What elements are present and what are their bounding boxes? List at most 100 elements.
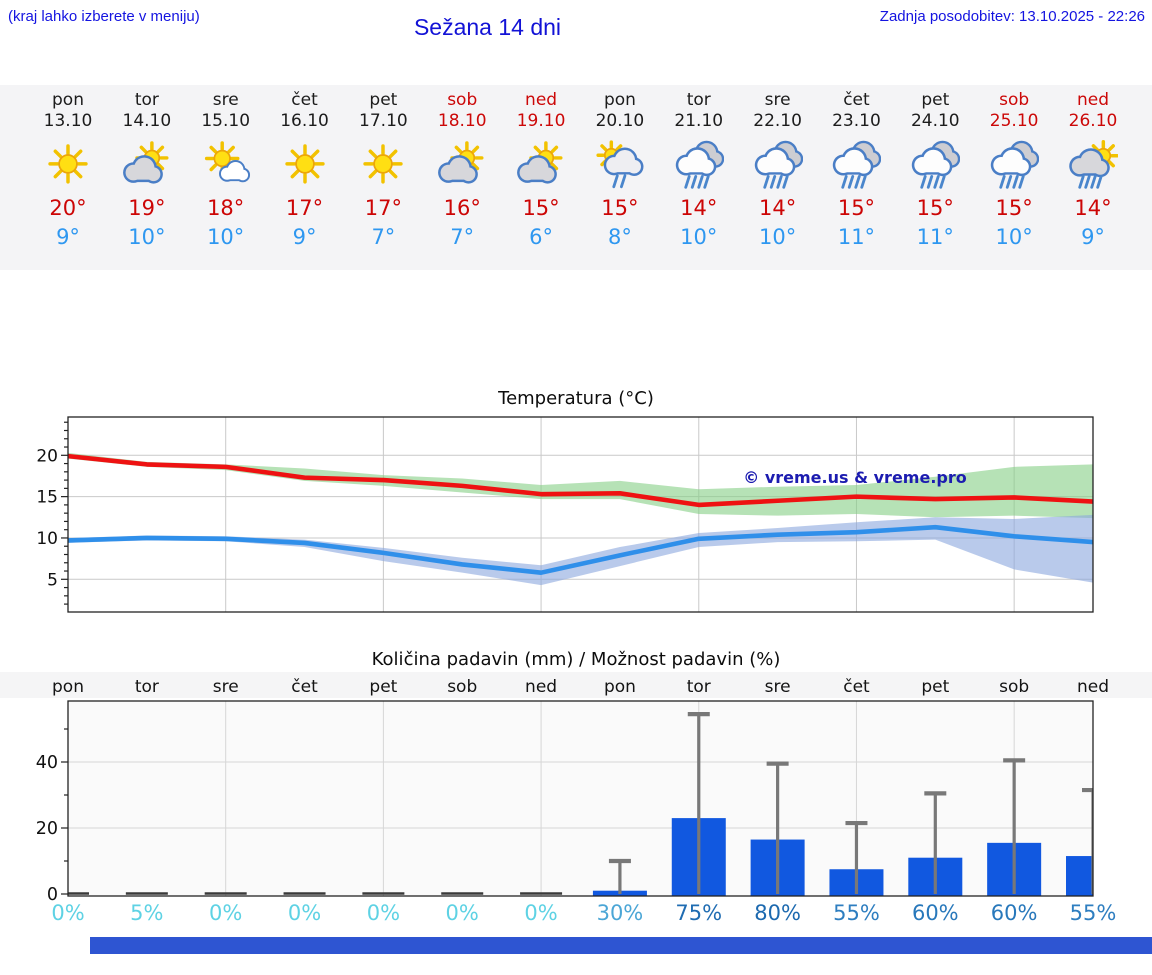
precipitation-chart: pon tor sre čet pet sob ned pon tor sre čet pet sob n… bbox=[0, 672, 1152, 901]
weather-icon-rain bbox=[990, 140, 1040, 189]
high-temp: 16° bbox=[443, 196, 481, 220]
watermark: © vreme.us & vreme.pro bbox=[743, 468, 967, 487]
high-temp: 17° bbox=[285, 196, 324, 220]
weather-icon-sun-cloud bbox=[438, 141, 484, 184]
day-icon-wrap bbox=[831, 140, 882, 194]
day-icon-wrap bbox=[280, 140, 330, 194]
day-date: 26.10 bbox=[1068, 111, 1118, 131]
high-temp: 15° bbox=[995, 196, 1033, 220]
day-name: sob bbox=[999, 90, 1030, 110]
precip-probability: 75% bbox=[675, 901, 723, 925]
high-temp: 14° bbox=[758, 196, 797, 220]
weather-icon-sunny bbox=[48, 144, 88, 184]
day-name: ned bbox=[1076, 90, 1110, 110]
day-icon-wrap bbox=[989, 140, 1040, 194]
precip-day-label: ned bbox=[525, 677, 557, 697]
day-date: 20.10 bbox=[595, 111, 645, 131]
day-date: 14.10 bbox=[122, 111, 172, 131]
high-temp: 15° bbox=[522, 196, 560, 220]
day-date: 25.10 bbox=[989, 111, 1039, 131]
precip-probability: 60% bbox=[990, 901, 1038, 925]
day-icon-wrap bbox=[595, 140, 645, 194]
day-name: ned bbox=[525, 90, 558, 110]
precip-day-label: pet bbox=[921, 677, 949, 697]
precip-y-tick-label: 20 bbox=[36, 819, 58, 839]
low-temp: 9° bbox=[1081, 225, 1105, 249]
day-date: 23.10 bbox=[832, 111, 881, 131]
day-date: 24.10 bbox=[910, 111, 960, 131]
forecast-day-column: sob 18.10 16° 7° bbox=[422, 85, 502, 270]
precip-probability: 0% bbox=[51, 901, 85, 925]
precip-day-label: pon bbox=[52, 677, 84, 697]
weather-icon-sun-cloud bbox=[517, 141, 563, 184]
temp-y-tick-label: 15 bbox=[36, 488, 58, 508]
precip-probability: 5% bbox=[130, 901, 164, 925]
precip-probability: 0% bbox=[445, 901, 479, 925]
day-name: sre bbox=[212, 90, 239, 110]
day-icon-wrap bbox=[201, 140, 251, 194]
weather-icon-rain bbox=[675, 140, 724, 189]
location-hint: (kraj lahko izberete v meniju) bbox=[8, 8, 200, 25]
day-date: 18.10 bbox=[437, 111, 487, 131]
low-temp: 9° bbox=[56, 225, 80, 249]
precip-day-label: čet bbox=[291, 677, 318, 697]
day-name: sre bbox=[764, 90, 791, 110]
day-name: pon bbox=[603, 90, 636, 110]
day-icon-wrap bbox=[1068, 140, 1120, 194]
forecast-day-column: pet 17.10 17° 7° bbox=[343, 85, 423, 270]
precip-y-tick-label: 0 bbox=[47, 885, 58, 901]
forecast-day-column: ned 19.10 15° 6° bbox=[501, 85, 581, 270]
forecast-day-column: pon 13.10 20° 9° bbox=[28, 85, 108, 270]
forecast-day-column: sre 15.10 18° 10° bbox=[186, 85, 266, 270]
forecast-day-column: tor 21.10 14° 10° bbox=[659, 85, 739, 270]
precip-probability: 0% bbox=[209, 901, 243, 925]
low-temp: 10° bbox=[207, 225, 245, 249]
high-temp: 17° bbox=[364, 196, 402, 220]
low-temp: 9° bbox=[292, 225, 317, 249]
high-temp: 14° bbox=[1074, 196, 1112, 220]
precip-probability: 60% bbox=[911, 901, 959, 925]
day-name: sob bbox=[447, 90, 478, 110]
precip-probability-row: 0% 5% 0% 0% 0% 0% 0% 30% 75% 80% 55% 60% 60% 55% bbox=[0, 901, 1152, 931]
high-temp: 15° bbox=[916, 196, 954, 220]
precip-probability: 30% bbox=[596, 901, 644, 925]
day-icon-wrap bbox=[43, 140, 93, 194]
forecast-strip: pon 13.10 20° 9° tor 14.10 19° 10° sre 15.10 18° 10… bbox=[0, 85, 1152, 270]
weather-icon-rain bbox=[754, 140, 803, 189]
temperature-chart-title: Temperatura (°C) bbox=[498, 388, 654, 409]
low-temp: 11° bbox=[837, 225, 876, 249]
last-update: Zadnja posodobitev: 13.10.2025 - 22:26 bbox=[879, 8, 1145, 25]
high-temp: 18° bbox=[207, 196, 245, 220]
high-temp: 15° bbox=[837, 196, 876, 220]
day-name: pet bbox=[369, 90, 398, 110]
precip-day-label: sob bbox=[999, 677, 1029, 697]
day-date: 13.10 bbox=[43, 111, 93, 131]
low-temp: 8° bbox=[607, 225, 632, 249]
low-temp: 10° bbox=[995, 225, 1033, 249]
temp-y-tick-label: 20 bbox=[36, 446, 58, 466]
precip-day-label: tor bbox=[135, 677, 159, 697]
day-icon-wrap bbox=[753, 140, 803, 194]
precip-day-label: čet bbox=[843, 677, 870, 697]
low-temp: 10° bbox=[680, 225, 718, 249]
high-temp: 20° bbox=[49, 196, 87, 220]
day-date: 19.10 bbox=[516, 111, 566, 131]
precipitation-chart-title: Količina padavin (mm) / Možnost padavin … bbox=[371, 649, 781, 670]
day-name: tor bbox=[686, 90, 711, 110]
high-temp: 19° bbox=[128, 196, 166, 220]
precip-day-label: tor bbox=[687, 677, 711, 697]
weather-icon-sun-shower bbox=[596, 140, 644, 189]
temp-y-tick-label: 10 bbox=[36, 529, 58, 549]
day-icon-wrap bbox=[674, 140, 724, 194]
precip-probability: 0% bbox=[287, 901, 322, 925]
weather-icon-sunny bbox=[363, 144, 404, 184]
high-temp: 14° bbox=[680, 196, 718, 220]
low-temp: 11° bbox=[916, 225, 954, 249]
forecast-day-column: pet 24.10 15° 11° bbox=[895, 85, 975, 270]
forecast-day-column: pon 20.10 15° 8° bbox=[580, 85, 660, 270]
precip-day-label: ned bbox=[1077, 677, 1109, 697]
precip-day-label: pon bbox=[604, 677, 636, 697]
precip-probability: 55% bbox=[1069, 901, 1117, 925]
precip-day-label: sre bbox=[765, 677, 791, 697]
